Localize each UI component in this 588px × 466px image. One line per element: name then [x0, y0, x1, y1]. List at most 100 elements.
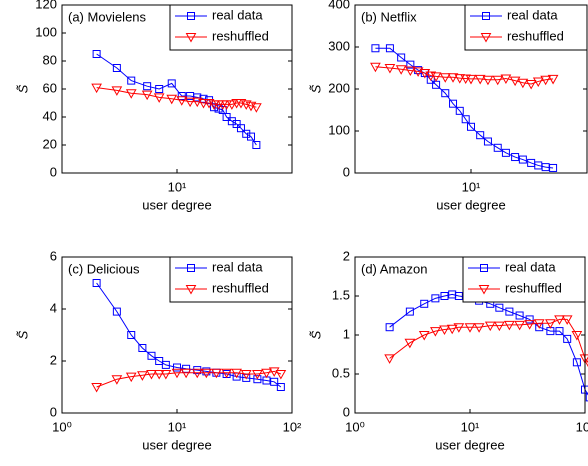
- y-tick-label: 1: [343, 326, 350, 341]
- y-tick-label: 40: [43, 108, 57, 123]
- marker: [505, 307, 514, 316]
- marker: [251, 103, 262, 113]
- marker: [242, 129, 251, 138]
- marker: [176, 96, 188, 106]
- marker: [397, 53, 406, 62]
- panel: 0 20 40 60 80 100 120 10¹ (a) Movielens user degr…: [15, 0, 293, 212]
- marker: [226, 100, 238, 110]
- marker: [404, 338, 416, 349]
- y-tick-label: 400: [328, 0, 350, 11]
- marker: [461, 115, 470, 124]
- marker: [467, 122, 475, 131]
- marker: [125, 372, 137, 383]
- x-axis-label: user degree: [142, 437, 211, 452]
- panel-title: (d) Amazon: [361, 261, 427, 276]
- marker: [454, 74, 466, 84]
- marker: [160, 370, 172, 380]
- marker: [112, 307, 121, 316]
- marker: [184, 97, 196, 108]
- marker: [533, 319, 545, 329]
- legend: real data reshuffled: [464, 4, 588, 51]
- marker: [480, 33, 492, 43]
- y-tick-label: 0: [50, 164, 57, 179]
- marker: [91, 83, 102, 94]
- marker: [185, 33, 197, 43]
- marker: [465, 74, 477, 85]
- y-tick-label: 20: [43, 136, 57, 151]
- x-axis-label: user degree: [142, 197, 211, 212]
- marker: [127, 331, 136, 339]
- marker: [180, 368, 192, 379]
- marker: [111, 375, 123, 385]
- marker: [143, 82, 152, 91]
- marker: [185, 285, 197, 295]
- y-tick-label: 300: [328, 38, 350, 53]
- y-tick-label: 0: [343, 164, 350, 179]
- marker: [447, 73, 459, 83]
- legend-label: reshuffled: [505, 280, 562, 295]
- y-tick-label: 100: [328, 122, 350, 137]
- marker: [127, 76, 136, 85]
- marker: [545, 319, 556, 329]
- marker: [370, 62, 381, 73]
- marker: [137, 371, 148, 381]
- marker: [515, 311, 524, 320]
- marker: [441, 89, 450, 98]
- series-line: [96, 87, 257, 108]
- marker: [246, 132, 255, 141]
- marker: [385, 44, 394, 53]
- legend: real data reshuffled: [462, 256, 586, 303]
- marker: [395, 65, 407, 75]
- legend-label: real data: [212, 7, 263, 22]
- marker: [92, 279, 101, 287]
- y-tick-label: 2: [343, 248, 350, 263]
- marker: [426, 75, 435, 84]
- marker: [384, 64, 396, 74]
- marker: [232, 120, 241, 128]
- marker: [549, 163, 558, 172]
- marker: [500, 74, 512, 85]
- marker: [268, 367, 280, 377]
- marker: [440, 292, 449, 300]
- marker: [454, 292, 463, 300]
- panel-title: (c) Delicious: [68, 261, 140, 276]
- marker: [221, 368, 232, 379]
- marker: [476, 131, 485, 140]
- marker: [525, 79, 537, 90]
- marker: [455, 106, 464, 115]
- marker: [480, 264, 488, 272]
- marker: [532, 77, 544, 87]
- marker: [167, 79, 176, 88]
- y-tick-label: 80: [43, 52, 57, 67]
- legend-label: real data: [212, 259, 263, 274]
- series-line: [389, 318, 588, 364]
- marker: [252, 370, 263, 380]
- marker: [222, 113, 231, 121]
- marker: [275, 370, 287, 380]
- legend: real data reshuffled: [169, 4, 293, 51]
- marker: [193, 93, 202, 102]
- marker: [524, 320, 535, 330]
- marker: [453, 323, 465, 333]
- marker: [547, 74, 559, 85]
- marker: [147, 351, 156, 360]
- panel-title: (a) Movielens: [68, 9, 147, 24]
- marker: [198, 99, 209, 109]
- marker: [484, 321, 496, 332]
- marker: [555, 327, 564, 336]
- marker: [561, 315, 573, 325]
- marker: [385, 323, 394, 332]
- marker: [253, 375, 262, 384]
- marker: [270, 377, 279, 386]
- x-tick-label: 10¹: [461, 419, 480, 434]
- marker: [492, 75, 504, 86]
- x-tick-label: 10²: [283, 419, 302, 434]
- marker: [177, 92, 186, 100]
- marker: [384, 354, 395, 364]
- marker: [406, 60, 415, 69]
- y-tick-label: 120: [35, 0, 57, 11]
- marker: [91, 383, 102, 393]
- marker: [439, 325, 450, 336]
- marker: [572, 358, 581, 367]
- marker: [493, 143, 502, 152]
